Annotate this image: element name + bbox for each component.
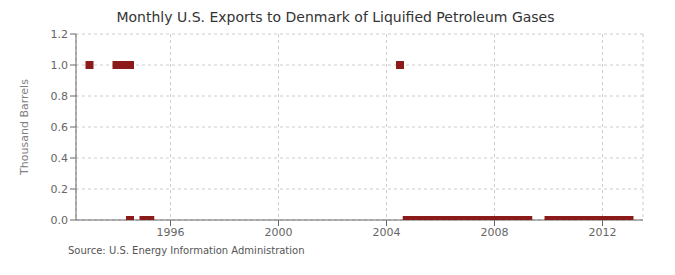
svg-text:0.0: 0.0 bbox=[51, 214, 69, 227]
html-text:Source: U.S. Energy Informatio: Source: U.S. Energy Information Administ… bbox=[68, 245, 305, 256]
svg-text:2012: 2012 bbox=[589, 226, 617, 239]
svg-text:2004: 2004 bbox=[373, 226, 401, 239]
svg-text:1996: 1996 bbox=[157, 226, 185, 239]
html-text:Monthly U.S. Exports to Denmar: Monthly U.S. Exports to Denmark of Liqui… bbox=[116, 9, 555, 25]
svg-text:2008: 2008 bbox=[481, 226, 509, 239]
svg-text:0.8: 0.8 bbox=[51, 90, 69, 103]
svg-text:1.0: 1.0 bbox=[51, 59, 69, 72]
svg-text:2000: 2000 bbox=[265, 226, 293, 239]
svg-text:1.2: 1.2 bbox=[51, 28, 69, 41]
svg-text:0.4: 0.4 bbox=[51, 152, 69, 165]
svg-text:0.6: 0.6 bbox=[51, 121, 69, 134]
svg-text:Thousand Barrels: Thousand Barrels bbox=[18, 79, 31, 176]
svg-text:0.2: 0.2 bbox=[51, 183, 69, 196]
